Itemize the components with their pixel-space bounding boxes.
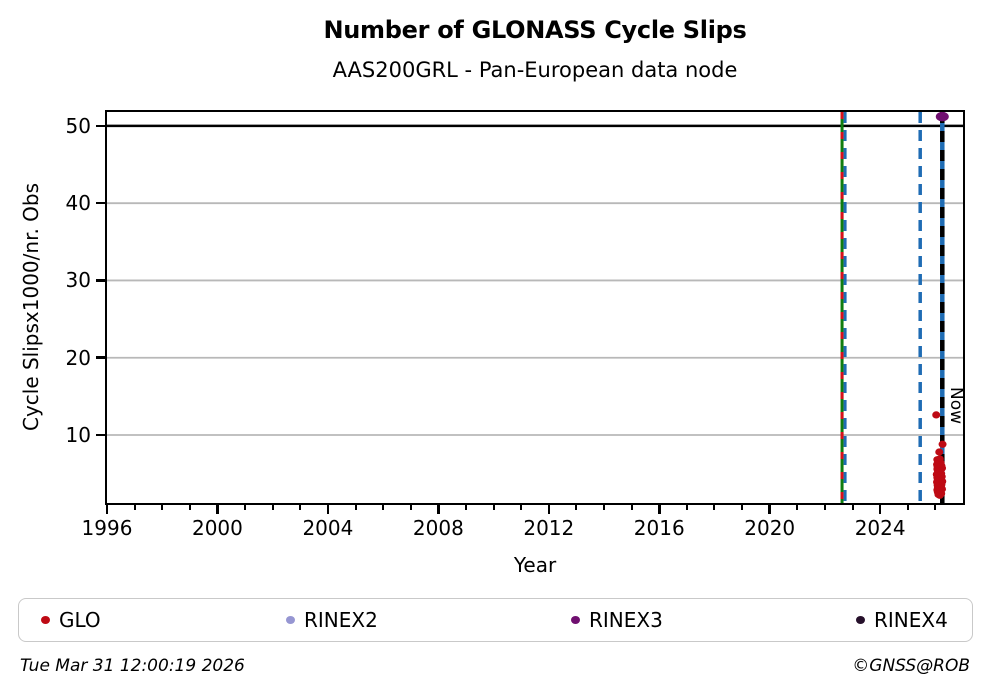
x-minor-tick xyxy=(823,505,826,510)
x-tick xyxy=(547,505,551,514)
x-minor-tick xyxy=(630,505,633,510)
x-minor-tick xyxy=(161,505,164,510)
x-tick xyxy=(658,505,661,514)
x-tick-label: 2016 xyxy=(633,516,685,540)
x-minor-tick xyxy=(492,505,495,510)
x-minor-tick xyxy=(713,505,716,510)
data-point-glo xyxy=(935,491,944,499)
x-tick xyxy=(878,505,882,514)
plot-canvas xyxy=(107,112,963,503)
x-tick-label: 1996 xyxy=(81,516,133,540)
y-tick-label: 30 xyxy=(65,268,91,293)
x-tick-label: 2012 xyxy=(523,516,575,540)
y-tick xyxy=(96,124,105,128)
x-minor-tick xyxy=(851,505,854,510)
data-point-glo xyxy=(932,411,941,419)
data-point-glo xyxy=(935,448,944,456)
x-minor-tick xyxy=(603,505,606,510)
x-minor-tick xyxy=(685,505,688,510)
legend-label-rinex3: RINEX3 xyxy=(589,607,663,632)
now-line-label: Now xyxy=(946,387,967,425)
x-tick-label: 2020 xyxy=(744,516,796,540)
x-minor-tick xyxy=(299,505,302,510)
y-tick xyxy=(96,279,105,282)
x-minor-tick xyxy=(409,505,412,510)
x-minor-tick xyxy=(354,505,357,510)
x-minor-tick xyxy=(133,505,136,510)
x-minor-tick xyxy=(520,505,523,510)
x-tick-label: 2024 xyxy=(854,516,906,540)
x-tick xyxy=(105,505,109,514)
legend-label-rinex2: RINEX2 xyxy=(304,607,378,632)
data-point-glo xyxy=(938,440,947,448)
y-tick xyxy=(96,433,105,437)
x-tick xyxy=(768,505,771,514)
x-minor-tick xyxy=(271,505,274,510)
timestamp: Tue Mar 31 12:00:19 2026 xyxy=(20,656,245,676)
rinex2-marker-icon xyxy=(286,615,295,624)
legend-item-glo: GLO xyxy=(41,599,101,640)
x-tick-label: 2004 xyxy=(302,516,354,540)
legend-item-rinex4: RINEX4 xyxy=(856,599,948,640)
x-minor-tick xyxy=(906,505,909,510)
glo-marker-icon xyxy=(41,615,50,624)
y-tick-label: 20 xyxy=(65,345,91,370)
x-tick xyxy=(216,505,219,514)
x-tick xyxy=(437,505,440,514)
rinex3-marker-icon xyxy=(571,615,580,624)
data-point-rinex3 xyxy=(935,112,949,122)
y-tick-label: 50 xyxy=(65,113,91,138)
x-minor-tick xyxy=(244,505,247,510)
x-tick-label: 2008 xyxy=(412,516,464,540)
x-minor-tick xyxy=(796,505,799,510)
legend-label-glo: GLO xyxy=(59,607,101,632)
x-tick-label: 2000 xyxy=(191,516,243,540)
x-tick xyxy=(326,505,330,514)
x-axis-label: Year xyxy=(513,553,557,577)
y-tick xyxy=(96,201,105,205)
plot-area xyxy=(105,110,965,505)
y-tick xyxy=(96,356,105,359)
legend-label-rinex4: RINEX4 xyxy=(874,607,948,632)
y-tick-label: 40 xyxy=(65,191,91,216)
x-minor-tick xyxy=(741,505,744,510)
chart-subtitle: AAS200GRL - Pan-European data node xyxy=(332,58,738,82)
legend: GLO RINEX2 RINEX3 RINEX4 xyxy=(18,598,973,642)
x-minor-tick xyxy=(464,505,467,510)
x-minor-tick xyxy=(382,505,385,510)
chart-title: Number of GLONASS Cycle Slips xyxy=(323,16,747,44)
y-axis-label: Cycle Slipsx1000/nr. Obs xyxy=(19,182,43,432)
copyright: ©GNSS@ROB xyxy=(852,656,970,676)
legend-item-rinex3: RINEX3 xyxy=(571,599,663,640)
x-minor-tick xyxy=(934,505,937,510)
legend-item-rinex2: RINEX2 xyxy=(286,599,378,640)
x-minor-tick xyxy=(575,505,578,510)
x-minor-tick xyxy=(188,505,191,510)
rinex4-marker-icon xyxy=(856,615,865,624)
y-tick-label: 10 xyxy=(65,423,91,447)
